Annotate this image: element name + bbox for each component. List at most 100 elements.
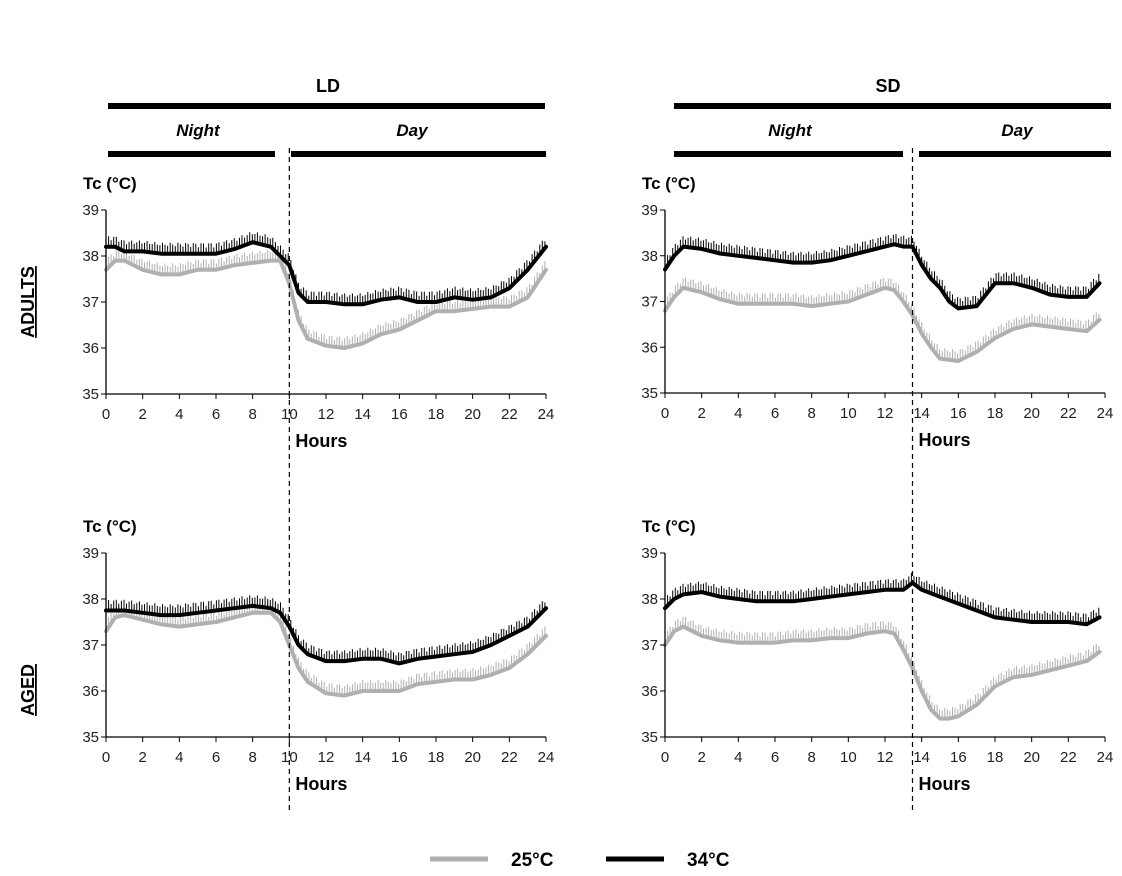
y-tick-label: 36 — [641, 339, 658, 356]
x-tick-label: 24 — [538, 406, 555, 423]
ld-photoperiod-bar — [108, 103, 545, 109]
y-tick-label: 39 — [82, 545, 99, 562]
x-tick-label: 14 — [354, 406, 371, 423]
y-tick-label: 38 — [641, 591, 658, 608]
x-tick-label: 20 — [1023, 749, 1040, 766]
x-tick-label: 10 — [840, 749, 857, 766]
x-tick-label: 2 — [138, 406, 146, 423]
x-tick-label: 10 — [281, 749, 298, 766]
x-tick-label: 0 — [102, 406, 110, 423]
series-ld-aged-1 — [104, 595, 548, 666]
x-tick-label: 6 — [771, 405, 779, 422]
y-tick-label: 38 — [82, 591, 99, 608]
x-tick-label: 18 — [987, 405, 1004, 422]
y-tick-label: 37 — [82, 294, 99, 311]
x-tick-label: 24 — [538, 749, 555, 766]
y-tick-label: 39 — [641, 202, 658, 219]
x-tick-label: 10 — [840, 405, 857, 422]
y-tick-label: 35 — [641, 385, 658, 402]
x-tick-label: 8 — [807, 749, 815, 766]
x-tick-label: 14 — [913, 749, 930, 766]
series-line-ld-adults-0 — [104, 258, 548, 350]
ld-day-bar — [291, 151, 546, 157]
row-label-aged: AGED — [18, 664, 38, 716]
series-line-ld-aged-0 — [104, 610, 548, 698]
series-line-ld-adults-1 — [104, 240, 548, 307]
series-sd-aged-0 — [663, 617, 1102, 721]
x-axis-label: Hours — [295, 431, 347, 451]
legend-label-34c: 34°C — [687, 850, 730, 871]
series-ld-adults-0 — [104, 249, 548, 350]
sd-photoperiod-bar — [674, 103, 1111, 109]
x-tick-label: 4 — [175, 749, 183, 766]
y-tick-label: 35 — [641, 729, 658, 746]
y-tick-label: 37 — [641, 294, 658, 311]
x-tick-label: 20 — [464, 406, 481, 423]
x-tick-label: 24 — [1097, 405, 1114, 422]
x-tick-label: 16 — [950, 749, 967, 766]
series-line-sd-aged-1 — [663, 580, 1102, 627]
x-tick-label: 2 — [697, 405, 705, 422]
x-tick-label: 24 — [1097, 749, 1114, 766]
sd-night-bar — [674, 151, 903, 157]
y-tick-label: 35 — [82, 729, 99, 746]
x-tick-label: 12 — [318, 749, 335, 766]
x-tick-label: 2 — [138, 749, 146, 766]
x-tick-label: 8 — [807, 405, 815, 422]
series-line-ld-aged-1 — [104, 603, 548, 666]
x-axis-label: Hours — [919, 430, 971, 450]
y-axis-label: Tc (°C) — [83, 517, 137, 536]
x-tick-label: 18 — [428, 406, 445, 423]
series-line-sd-adults-0 — [663, 285, 1102, 363]
x-tick-label: 4 — [734, 405, 742, 422]
error-whiskers-ld-adults-1 — [105, 232, 546, 305]
x-tick-label: 22 — [1060, 749, 1077, 766]
x-tick-label: 4 — [175, 406, 183, 423]
series-sd-aged-1 — [663, 572, 1102, 627]
x-tick-label: 22 — [501, 406, 518, 423]
x-tick-label: 0 — [661, 405, 669, 422]
x-tick-label: 14 — [913, 405, 930, 422]
x-axis-label: Hours — [295, 774, 347, 794]
x-tick-label: 0 — [102, 749, 110, 766]
y-tick-label: 35 — [82, 386, 99, 403]
y-axis-label: Tc (°C) — [83, 174, 137, 193]
row-label-adults-text: ADULTS — [18, 266, 38, 338]
y-tick-label: 38 — [82, 248, 99, 265]
sd-night-label: Night — [768, 121, 813, 140]
x-tick-label: 12 — [318, 406, 335, 423]
x-tick-label: 20 — [464, 749, 481, 766]
x-tick-label: 0 — [661, 749, 669, 766]
y-tick-label: 36 — [82, 683, 99, 700]
x-tick-label: 2 — [697, 749, 705, 766]
series-ld-adults-1 — [104, 232, 548, 307]
x-tick-label: 14 — [354, 749, 371, 766]
sd-day-label: Day — [1001, 121, 1034, 140]
x-tick-label: 20 — [1023, 405, 1040, 422]
x-tick-label: 22 — [501, 749, 518, 766]
x-tick-label: 12 — [877, 405, 894, 422]
x-tick-label: 4 — [734, 749, 742, 766]
x-tick-label: 12 — [877, 749, 894, 766]
x-tick-label: 8 — [248, 749, 256, 766]
error-whiskers-sd-adults-1 — [664, 234, 1100, 309]
y-tick-label: 36 — [82, 340, 99, 357]
y-tick-label: 36 — [641, 683, 658, 700]
x-tick-label: 16 — [391, 406, 408, 423]
header-sd: SD — [875, 76, 900, 96]
x-tick-label: 18 — [428, 749, 445, 766]
row-label-adults: ADULTS — [18, 266, 38, 338]
header-ld: LD — [316, 76, 340, 96]
x-tick-label: 22 — [1060, 405, 1077, 422]
ld-night-label: Night — [176, 121, 221, 140]
x-tick-label: 16 — [950, 405, 967, 422]
x-tick-label: 6 — [212, 406, 220, 423]
ld-night-bar — [108, 151, 275, 157]
y-tick-label: 39 — [82, 202, 99, 219]
sd-day-bar — [919, 151, 1111, 157]
